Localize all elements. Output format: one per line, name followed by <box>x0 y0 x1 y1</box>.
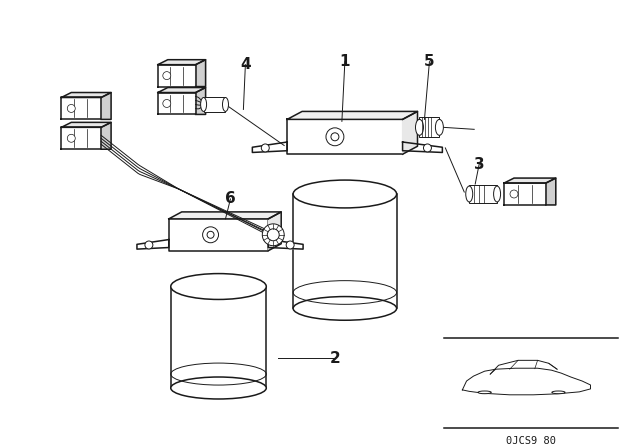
Ellipse shape <box>466 186 473 202</box>
Polygon shape <box>403 142 442 152</box>
Polygon shape <box>504 183 546 205</box>
Ellipse shape <box>415 119 424 135</box>
Text: 0JCS9 80: 0JCS9 80 <box>506 436 556 446</box>
Ellipse shape <box>435 119 444 135</box>
Bar <box>204 96 225 112</box>
Bar <box>469 185 497 203</box>
Ellipse shape <box>293 180 397 208</box>
Text: 6: 6 <box>225 191 236 207</box>
Polygon shape <box>158 87 205 93</box>
Ellipse shape <box>171 377 266 399</box>
Ellipse shape <box>200 98 207 112</box>
Polygon shape <box>101 122 111 149</box>
Polygon shape <box>61 127 101 149</box>
Polygon shape <box>268 212 281 251</box>
Polygon shape <box>462 368 591 395</box>
Polygon shape <box>158 93 196 114</box>
Polygon shape <box>196 60 205 86</box>
Circle shape <box>331 133 339 141</box>
Ellipse shape <box>223 98 228 112</box>
Polygon shape <box>61 122 111 127</box>
Polygon shape <box>137 240 169 249</box>
Text: 4: 4 <box>240 57 251 72</box>
Polygon shape <box>101 93 111 119</box>
Circle shape <box>145 241 153 249</box>
Polygon shape <box>158 60 205 65</box>
Polygon shape <box>61 98 101 119</box>
Polygon shape <box>287 112 417 119</box>
Polygon shape <box>403 112 417 154</box>
Polygon shape <box>196 87 205 114</box>
Text: 3: 3 <box>474 157 484 172</box>
Circle shape <box>424 144 431 152</box>
Circle shape <box>286 241 294 249</box>
Polygon shape <box>268 240 303 249</box>
Text: 2: 2 <box>330 351 340 366</box>
Ellipse shape <box>493 186 500 202</box>
Bar <box>171 287 266 388</box>
Circle shape <box>203 227 218 243</box>
Text: 1: 1 <box>340 54 350 69</box>
Ellipse shape <box>552 391 565 394</box>
Ellipse shape <box>171 274 266 299</box>
Polygon shape <box>169 219 268 251</box>
Bar <box>293 194 397 308</box>
Polygon shape <box>158 65 196 86</box>
Polygon shape <box>546 178 556 205</box>
Text: 5: 5 <box>424 54 435 69</box>
Polygon shape <box>252 142 287 152</box>
Circle shape <box>207 231 214 238</box>
Circle shape <box>67 134 76 142</box>
Circle shape <box>67 104 76 112</box>
Polygon shape <box>287 119 403 154</box>
Ellipse shape <box>478 391 492 394</box>
Circle shape <box>163 72 171 80</box>
Circle shape <box>163 99 171 108</box>
Polygon shape <box>61 93 111 98</box>
Circle shape <box>510 190 518 198</box>
Ellipse shape <box>293 297 397 320</box>
Polygon shape <box>169 212 281 219</box>
Bar <box>419 117 440 137</box>
Circle shape <box>268 229 279 241</box>
Polygon shape <box>504 178 556 183</box>
Circle shape <box>262 224 284 246</box>
Circle shape <box>326 128 344 146</box>
Circle shape <box>261 144 269 152</box>
